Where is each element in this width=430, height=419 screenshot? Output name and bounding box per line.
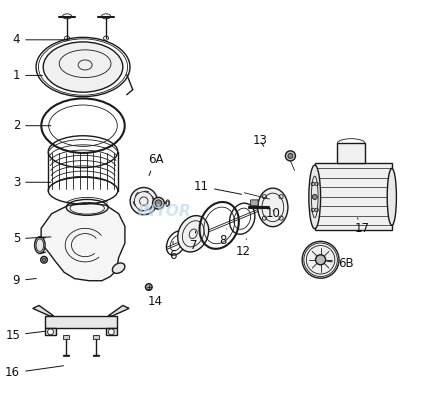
Circle shape: [155, 200, 162, 207]
Ellipse shape: [112, 263, 125, 273]
Ellipse shape: [387, 168, 396, 225]
Polygon shape: [315, 163, 392, 230]
Text: 13: 13: [253, 134, 267, 147]
Circle shape: [153, 197, 164, 209]
Polygon shape: [338, 143, 365, 163]
Text: 10: 10: [265, 207, 280, 220]
Text: 16: 16: [5, 366, 64, 380]
Ellipse shape: [35, 237, 45, 253]
Ellipse shape: [309, 165, 321, 229]
Text: 17: 17: [355, 218, 370, 235]
Polygon shape: [106, 328, 117, 335]
Ellipse shape: [302, 241, 339, 278]
Circle shape: [145, 284, 152, 290]
FancyBboxPatch shape: [251, 200, 258, 206]
Ellipse shape: [178, 216, 209, 252]
Text: 15: 15: [5, 328, 45, 342]
Text: 3: 3: [13, 176, 51, 189]
Circle shape: [48, 329, 53, 335]
Circle shape: [316, 255, 326, 265]
Text: 9: 9: [12, 274, 36, 287]
Ellipse shape: [43, 42, 123, 92]
Circle shape: [288, 153, 293, 158]
Text: 5: 5: [13, 232, 51, 246]
Text: INYOR: INYOR: [138, 204, 191, 219]
Polygon shape: [45, 316, 117, 328]
Text: 11: 11: [194, 180, 242, 194]
Polygon shape: [45, 328, 56, 335]
Circle shape: [108, 329, 114, 335]
Text: 8: 8: [219, 229, 227, 248]
Text: 7: 7: [190, 231, 197, 252]
Text: 2: 2: [12, 119, 51, 132]
Polygon shape: [33, 305, 54, 316]
Text: 14: 14: [148, 289, 163, 308]
Circle shape: [286, 151, 295, 161]
Text: 6: 6: [169, 242, 176, 262]
Text: 6A: 6A: [148, 153, 163, 176]
Circle shape: [312, 194, 317, 199]
Circle shape: [41, 256, 47, 263]
Text: 12: 12: [236, 239, 251, 258]
Text: 4: 4: [12, 33, 68, 47]
Ellipse shape: [258, 188, 288, 227]
Polygon shape: [41, 203, 125, 281]
Text: 6B: 6B: [327, 257, 353, 271]
Text: 1: 1: [12, 69, 43, 82]
Circle shape: [43, 258, 46, 261]
Ellipse shape: [130, 188, 157, 215]
Polygon shape: [92, 335, 98, 339]
Polygon shape: [63, 335, 69, 339]
Polygon shape: [108, 305, 129, 316]
